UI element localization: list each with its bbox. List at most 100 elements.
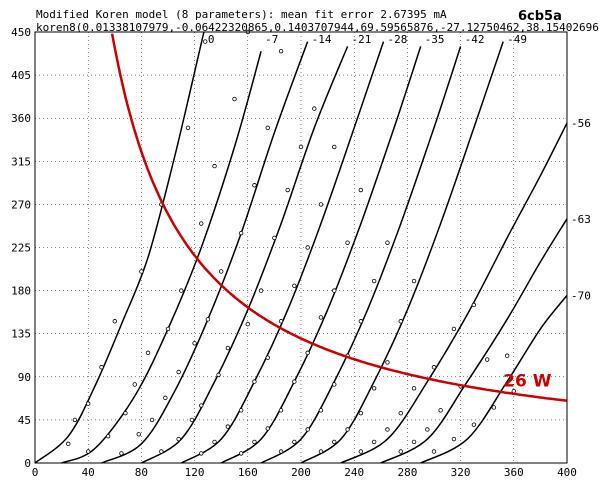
power-curve — [110, 33, 568, 402]
measured-point — [225, 424, 231, 429]
x-tick-label: 400 — [557, 466, 577, 479]
chart-title: Modified Koren model (8 parameters): mea… — [36, 8, 447, 21]
measured-point — [332, 288, 337, 293]
measured-point — [471, 302, 477, 308]
measured-point — [332, 382, 337, 387]
plate-curve-line — [260, 46, 462, 464]
measured-point — [265, 355, 270, 360]
x-tick-label: 160 — [238, 466, 258, 479]
y-tick-label: 450 — [11, 26, 31, 39]
measured-point — [99, 365, 104, 370]
measured-point — [491, 405, 497, 410]
y-tick-label: 405 — [11, 69, 31, 82]
measured-point — [278, 408, 284, 413]
measured-point — [132, 382, 137, 387]
measured-point — [199, 403, 204, 408]
measured-point — [105, 433, 111, 439]
measured-point — [199, 451, 204, 456]
plate-curve-line — [220, 46, 422, 464]
measured-point — [358, 410, 364, 416]
measured-point — [238, 451, 244, 456]
power-curve-label: 26 W — [503, 371, 552, 391]
curve-label: -70 — [571, 289, 591, 302]
curve-label: -56 — [571, 117, 591, 130]
y-tick-label: 315 — [11, 155, 31, 168]
curve-label: -63 — [571, 213, 591, 226]
measured-point — [225, 345, 231, 351]
measured-point — [185, 125, 191, 130]
measured-point — [371, 439, 377, 445]
curve-label: -7 — [265, 33, 278, 46]
measured-point — [305, 245, 310, 250]
plate-curve-line — [34, 31, 205, 464]
plate-curve-line — [180, 41, 385, 464]
plate-curve-line — [380, 218, 568, 464]
measured-point — [398, 449, 403, 454]
measured-point — [504, 353, 510, 358]
measured-point — [358, 449, 364, 454]
grid — [34, 31, 568, 464]
measured-point — [431, 365, 437, 370]
measured-point — [245, 321, 250, 327]
measured-point — [272, 235, 277, 241]
measured-point — [278, 319, 284, 324]
measured-point — [385, 240, 390, 245]
measured-point — [451, 436, 457, 442]
measured-point — [305, 350, 310, 356]
measured-point — [305, 427, 310, 432]
y-tick-label: 45 — [18, 414, 31, 427]
measured-point — [176, 369, 181, 375]
measured-point — [371, 278, 377, 284]
power-curve-group: 26 W — [110, 33, 568, 402]
curve-label: -49 — [507, 33, 527, 46]
measured-point — [205, 317, 211, 322]
plate-curve-line — [101, 41, 309, 464]
measured-point — [318, 449, 324, 454]
measured-point — [398, 410, 403, 416]
measured-point — [159, 449, 164, 454]
measured-point — [411, 386, 417, 391]
plot-frame — [34, 31, 568, 464]
x-tick-label: 120 — [185, 466, 205, 479]
measured-point — [139, 269, 144, 274]
measured-point — [179, 288, 184, 293]
measured-point — [218, 269, 224, 274]
plate-curve-line — [300, 41, 504, 464]
measured-point — [176, 436, 181, 442]
x-tick-label: 80 — [135, 466, 148, 479]
measured-point — [345, 240, 350, 245]
y-tick-label: 135 — [11, 328, 31, 341]
measured-point — [265, 125, 270, 130]
measured-point — [345, 427, 350, 432]
measured-point — [278, 48, 284, 54]
measured-point — [292, 439, 297, 445]
curve-label: -35 — [425, 33, 445, 46]
measured-point — [385, 427, 390, 432]
y-tick-label: 90 — [18, 371, 31, 384]
curve-labels: 0 -7 -14 -21 -28 -35 -42 -49 -56 -63 -70 — [208, 33, 591, 302]
x-tick-label: 280 — [397, 466, 417, 479]
measured-point — [258, 288, 264, 293]
y-tick-label: 270 — [11, 198, 31, 211]
measured-point — [371, 386, 377, 391]
measured-point — [212, 439, 217, 445]
y-tick-label: 225 — [11, 242, 31, 255]
measured-point — [252, 183, 257, 188]
measured-point — [66, 441, 71, 447]
measured-point — [298, 144, 304, 150]
measured-point — [199, 221, 204, 226]
x-tick-label: 320 — [451, 466, 471, 479]
measured-point — [385, 360, 390, 365]
measured-point — [318, 202, 324, 207]
measured-point — [431, 449, 437, 454]
measured-point — [163, 395, 168, 401]
y-tick-label: 360 — [11, 112, 31, 125]
plate-curves — [34, 31, 568, 464]
measured-point — [252, 439, 257, 445]
measured-point — [358, 319, 364, 324]
measured-point — [332, 144, 337, 150]
measured-point — [119, 451, 124, 456]
curve-label: 0 — [208, 33, 215, 46]
plate-curve-line — [61, 51, 262, 464]
